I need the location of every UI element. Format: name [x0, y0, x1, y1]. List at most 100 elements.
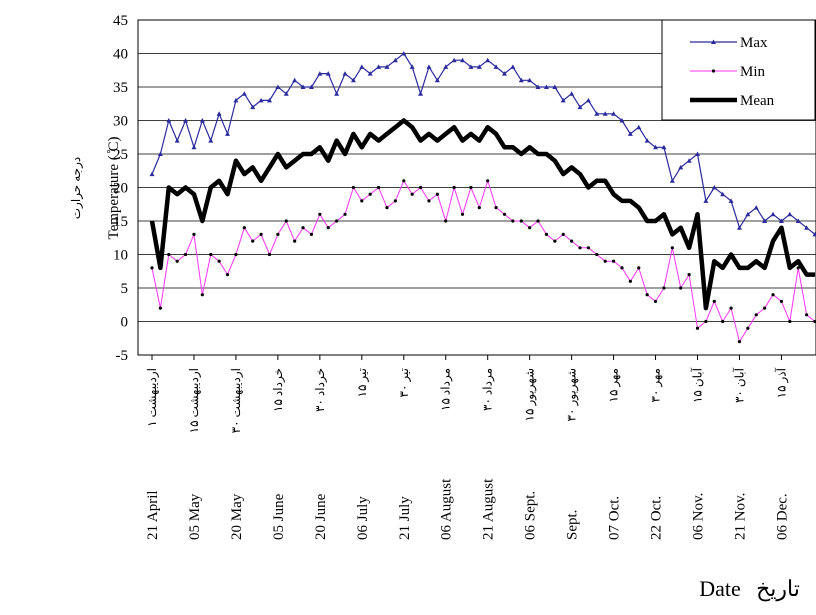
marker [569, 91, 575, 96]
marker [594, 111, 600, 116]
marker [753, 205, 759, 210]
x-tick-label-fa: ۱۵ اردیبهشت [187, 368, 201, 433]
marker [770, 211, 776, 217]
marker [409, 64, 415, 69]
marker [451, 57, 457, 63]
marker [309, 232, 314, 236]
marker [687, 273, 691, 277]
x-tick-label-fa: ۳۰ مرداد [481, 368, 495, 411]
y-tick-label: -5 [116, 348, 129, 364]
marker [511, 219, 515, 223]
legend-label: Min [740, 64, 766, 80]
marker [167, 252, 171, 257]
marker [527, 77, 533, 83]
marker [544, 232, 549, 236]
marker [679, 286, 683, 290]
y-tick-label: 20 [113, 181, 128, 197]
marker [653, 144, 659, 150]
marker [342, 71, 348, 76]
marker [787, 211, 793, 217]
x-tick-label-fa: ۱ اردیبهشت [145, 368, 159, 427]
marker [452, 185, 456, 190]
x-tick-label: 21 Nov. [732, 493, 748, 540]
marker [174, 138, 180, 143]
series-line [149, 118, 815, 311]
x-tick-label: 21 July [397, 496, 413, 540]
marker [469, 185, 473, 190]
marker [586, 246, 591, 250]
marker [603, 259, 607, 263]
marker [266, 97, 272, 103]
marker [343, 212, 347, 216]
marker [476, 64, 482, 69]
y-tick-label: 40 [113, 47, 128, 63]
marker [150, 266, 154, 270]
marker [157, 151, 163, 156]
marker [704, 319, 708, 324]
x-tick-label: 22 Oct. [649, 496, 665, 540]
marker [267, 252, 272, 257]
x-tick-label-fa: ۳۰ شهریور [565, 368, 579, 421]
marker [149, 171, 155, 177]
marker [501, 71, 507, 76]
marker [376, 64, 382, 69]
marker [401, 51, 407, 56]
x-tick-label: 21 August [481, 478, 497, 540]
x-tick-label: Sept. [565, 510, 581, 540]
marker [712, 299, 716, 303]
marker [746, 326, 750, 330]
marker [434, 77, 440, 83]
marker [308, 84, 314, 89]
marker [645, 293, 649, 297]
marker [627, 131, 633, 136]
marker [729, 306, 733, 310]
marker [493, 64, 499, 69]
y-tick-label: 45 [113, 13, 128, 29]
marker [242, 226, 246, 230]
x-tick-label: 05 May [187, 493, 203, 540]
marker [234, 252, 238, 257]
marker [518, 77, 524, 83]
marker [728, 198, 734, 203]
y-tick-label: 35 [113, 80, 128, 96]
marker [393, 199, 397, 203]
marker [763, 306, 767, 310]
marker [653, 299, 658, 303]
x-tick-label-fa: ۳۰ مهر [649, 368, 663, 402]
y-tick-label: 10 [113, 248, 128, 264]
marker [460, 57, 466, 63]
x-tick-label: 20 May [229, 493, 245, 540]
y-axis-title: Temperature ( ̊C) [106, 136, 122, 239]
marker [292, 77, 298, 83]
x-tick-label: 07 Oct. [607, 496, 623, 540]
marker [678, 164, 684, 170]
marker [561, 232, 565, 236]
marker [166, 118, 172, 123]
marker [502, 212, 507, 216]
x-tick-label: 20 June [313, 493, 329, 540]
y-tick-label: 5 [121, 281, 129, 297]
marker [644, 138, 650, 143]
marker [225, 273, 230, 277]
marker [241, 91, 247, 96]
marker [703, 198, 709, 203]
x-tick-label: 06 July [355, 496, 371, 540]
y-axis-title-fa: درجه حرارت [69, 157, 83, 219]
marker [216, 111, 222, 116]
marker [468, 64, 474, 69]
marker [620, 266, 624, 270]
marker [535, 84, 541, 89]
marker [426, 64, 432, 69]
marker [326, 226, 330, 230]
y-tick-label: 0 [121, 315, 129, 331]
marker [335, 219, 339, 223]
marker [510, 64, 516, 69]
marker [368, 192, 372, 196]
x-tick-label: 06 Nov. [691, 493, 707, 540]
marker [444, 219, 448, 223]
marker [570, 239, 574, 243]
marker [276, 232, 280, 236]
marker [812, 231, 816, 237]
marker [200, 293, 204, 297]
